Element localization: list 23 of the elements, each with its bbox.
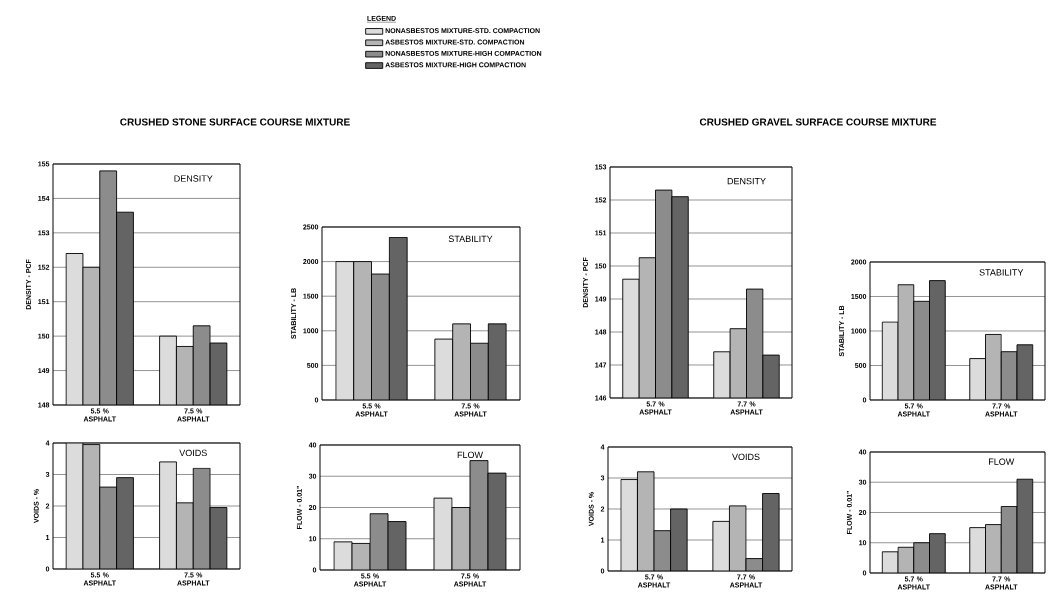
bar [929,280,946,400]
bar [470,342,489,400]
bar [353,261,372,400]
text: STABILITY [979,269,1024,276]
bar [99,486,118,569]
text: DENSITY [174,175,213,182]
bar [116,477,134,569]
bar [159,461,177,569]
bar [452,323,471,400]
bar [969,527,986,573]
text: FLOW [988,458,1015,465]
text: FLOW [457,451,483,459]
bar [371,273,390,400]
text: STABILITY [448,235,493,242]
text: CRUSHED GRAVEL SURFACE COURSE MIXTURE [699,118,937,126]
text: VOIDS [732,453,760,461]
bar [969,358,986,400]
bar [913,300,930,400]
bar [913,542,930,573]
bar [929,533,946,573]
text: DENSITY [727,177,766,185]
chart-title: CRUSHED STONE SURFACE COURSE MIXTURE [120,118,350,126]
text: VOIDS [179,449,207,457]
